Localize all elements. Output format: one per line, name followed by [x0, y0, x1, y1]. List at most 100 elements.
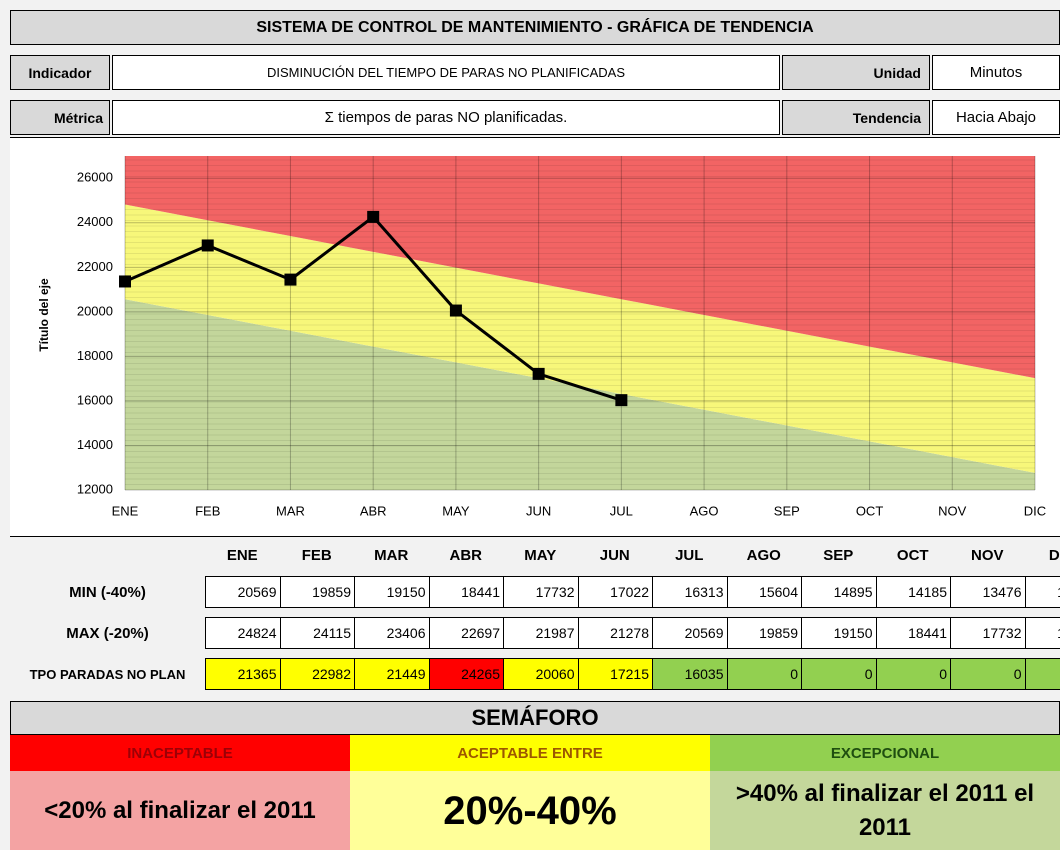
cell: 24115 [279, 617, 355, 649]
cell: 16035 [652, 658, 728, 690]
level-text: <20% al finalizar el 2011 [10, 771, 350, 850]
cell: 19150 [801, 617, 877, 649]
cell: 14895 [801, 576, 877, 608]
row-label: MIN (-40%) [69, 583, 146, 601]
column-header: JUL [675, 546, 704, 564]
column-header: FEB [301, 546, 332, 564]
y-tick-label: 20000 [77, 303, 113, 318]
cell: 20569 [205, 576, 281, 608]
y-tick-label: 26000 [77, 170, 113, 185]
data-table: ENE FEB MAR ABR MAY JUN JUL AGO SEP OCT NOV DIC MIN … [10, 536, 1060, 700]
x-tick-label: DIC [1024, 503, 1046, 518]
level-name: INACEPTABLE [10, 735, 350, 771]
column-header: MAY [524, 546, 557, 564]
x-tick-label: MAR [276, 503, 305, 518]
column-header: DIC [1048, 546, 1060, 564]
cell: 21449 [354, 658, 430, 690]
semaforo-title: SEMÁFORO [10, 701, 1060, 735]
cell: 0 [875, 658, 951, 690]
marker [201, 239, 214, 252]
marker [119, 275, 131, 288]
cell: 13476 [950, 576, 1026, 608]
band-mid [125, 204, 1035, 473]
cell: 24824 [205, 617, 281, 649]
cell: 17732 [950, 617, 1026, 649]
indicator: DISMINUCIÓN DEL TIEMPO DE PARAS NO PLANI… [112, 55, 780, 90]
cell: 19859 [726, 617, 802, 649]
cell: 18441 [875, 617, 951, 649]
cell: 20060 [503, 658, 579, 690]
cell: 21278 [577, 617, 653, 649]
column-header: MAR [374, 546, 409, 564]
x-tick-label: MAY [442, 503, 470, 518]
cell: 17022 [1024, 617, 1060, 649]
cell: 21987 [503, 617, 579, 649]
column-header: AGO [746, 546, 781, 564]
x-tick-label: JUL [610, 503, 633, 518]
level-text: 20%-40% [350, 771, 710, 850]
unit: Minutos [932, 55, 1060, 90]
y-tick-label: 16000 [77, 392, 113, 407]
level-text: >40% al finalizar el 2011 el 2011 [710, 771, 1060, 850]
cell: 15604 [726, 576, 802, 608]
column-header: ABR [449, 546, 483, 564]
y-axis-title: Título del eje [37, 278, 51, 352]
cell: 20569 [652, 617, 728, 649]
row-label: MAX (-20%) [66, 624, 149, 642]
trend-label: Tendencia [782, 100, 930, 135]
cell: 0 [801, 658, 877, 690]
marker [532, 367, 545, 380]
cell: 14185 [875, 576, 951, 608]
y-tick-label: 22000 [77, 259, 113, 274]
cell: 17215 [577, 658, 653, 690]
cell: 22982 [279, 658, 355, 690]
column-header: OCT [896, 546, 929, 564]
chart: Título del eje 12000 14000 16000 18000 20000… [10, 137, 1060, 537]
marker [284, 273, 297, 286]
cell: 21365 [205, 658, 281, 690]
column-header: SEP [823, 546, 854, 564]
metric-label: Métrica [10, 100, 110, 135]
y-tick-label: 12000 [77, 481, 113, 496]
cell: 17022 [577, 576, 653, 608]
y-tick-label: 14000 [77, 437, 113, 452]
metric: Σ tiempos de paras NO planificadas. [112, 100, 780, 135]
column-header: ENE [226, 546, 258, 564]
cell: 16313 [652, 576, 728, 608]
cell: 19859 [279, 576, 355, 608]
cell: 12767 [1024, 576, 1060, 608]
column-header: JUN [599, 546, 630, 564]
x-tick-label: SEP [774, 503, 800, 518]
indicator-label: Indicador [10, 55, 110, 90]
level-name: ACEPTABLE ENTRE [350, 735, 710, 771]
column-header: NOV [970, 546, 1004, 564]
cell: 22697 [428, 617, 504, 649]
y-tick-label: 24000 [77, 214, 113, 229]
y-tick-label: 18000 [77, 348, 113, 363]
marker [367, 210, 380, 223]
x-tick-label: OCT [856, 503, 884, 518]
x-tick-label: ABR [360, 503, 387, 518]
band-high [125, 156, 1035, 379]
x-tick-label: AGO [690, 503, 719, 518]
semaforo: INACEPTABLE <20% al finalizar el 2011 ACEP… [10, 735, 1060, 850]
band-low [125, 299, 1035, 490]
level-name: EXCEPCIONAL [710, 735, 1060, 771]
title: SISTEMA DE CONTROL DE MANTENIMIENTO - GR… [10, 10, 1060, 45]
cell: 0 [1024, 658, 1060, 690]
marker [615, 394, 628, 407]
cell: 19150 [354, 576, 430, 608]
cell: 0 [950, 658, 1026, 690]
row-label: TPO PARADAS NO PLAN [29, 666, 186, 682]
cell: 18441 [428, 576, 504, 608]
x-tick-label: ENE [112, 503, 139, 518]
cell: 24265 [428, 658, 504, 690]
unit-label: Unidad [782, 55, 930, 90]
marker [449, 304, 462, 317]
trend: Hacia Abajo [932, 100, 1060, 135]
x-tick-label: NOV [938, 503, 967, 518]
x-tick-label: JUN [526, 503, 551, 518]
cell: 17732 [503, 576, 579, 608]
cell: 23406 [354, 617, 430, 649]
